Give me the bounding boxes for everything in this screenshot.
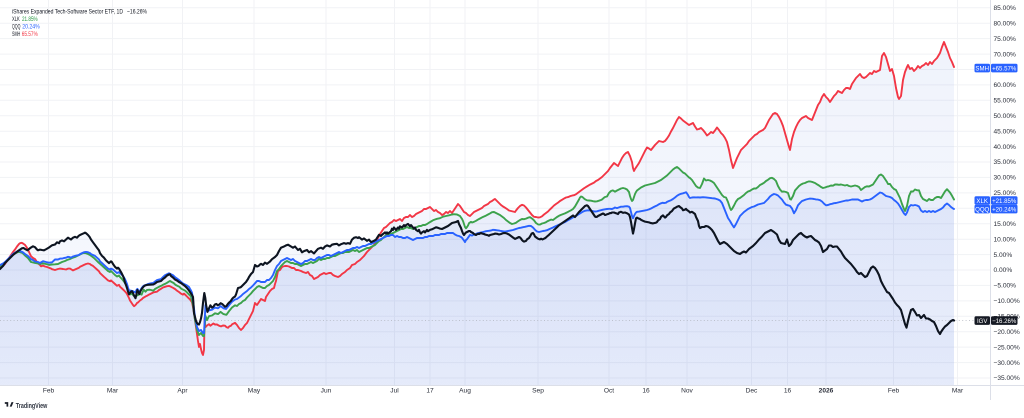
- svg-text:75.00%: 75.00%: [994, 36, 1017, 43]
- svg-text:+21.85%: +21.85%: [992, 198, 1017, 205]
- svg-text:15.00%: 15.00%: [994, 221, 1017, 228]
- svg-text:−16.26%: −16.26%: [992, 318, 1017, 325]
- svg-text:85.00%: 85.00%: [994, 5, 1017, 12]
- svg-text:Apr: Apr: [177, 388, 188, 395]
- svg-text:May: May: [248, 388, 261, 395]
- svg-text:17: 17: [426, 388, 434, 395]
- svg-text:Aug: Aug: [459, 388, 471, 395]
- svg-text:10.00%: 10.00%: [994, 236, 1017, 243]
- svg-text:35.00%: 35.00%: [994, 159, 1017, 166]
- svg-text:−10.00%: −10.00%: [994, 298, 1020, 305]
- svg-text:Nov: Nov: [681, 388, 693, 395]
- svg-text:65.57%: 65.57%: [22, 31, 38, 38]
- svg-text:−20.00%: −20.00%: [994, 329, 1020, 336]
- svg-text:20.24%: 20.24%: [22, 24, 40, 31]
- svg-text:25.00%: 25.00%: [994, 190, 1017, 197]
- svg-text:−5.00%: −5.00%: [994, 283, 1017, 290]
- svg-text:+65.57%: +65.57%: [992, 65, 1017, 72]
- svg-text:−25.00%: −25.00%: [994, 344, 1020, 351]
- svg-text:+20.24%: +20.24%: [992, 206, 1017, 213]
- svg-text:TradingView: TradingView: [16, 403, 48, 410]
- svg-text:Mar: Mar: [952, 388, 964, 395]
- svg-text:70.00%: 70.00%: [994, 51, 1017, 58]
- svg-text:iShares Expanded Tech-Software: iShares Expanded Tech-Software Sector ET…: [12, 9, 123, 16]
- svg-text:50.00%: 50.00%: [994, 113, 1017, 120]
- svg-text:40.00%: 40.00%: [994, 144, 1017, 151]
- svg-text:Feb: Feb: [43, 388, 55, 395]
- svg-text:SMH: SMH: [12, 31, 20, 38]
- svg-text:−30.00%: −30.00%: [994, 360, 1020, 367]
- svg-text:QQQ: QQQ: [975, 206, 989, 213]
- svg-text:16: 16: [784, 388, 792, 395]
- svg-text:−16.26%: −16.26%: [127, 9, 147, 16]
- svg-text:2026: 2026: [819, 388, 834, 395]
- svg-text:16: 16: [642, 388, 650, 395]
- svg-text:Sep: Sep: [532, 388, 544, 395]
- svg-text:−35.00%: −35.00%: [994, 375, 1020, 382]
- svg-text:IGV: IGV: [977, 318, 988, 325]
- svg-text:80.00%: 80.00%: [994, 20, 1017, 27]
- svg-text:60.00%: 60.00%: [994, 82, 1017, 89]
- svg-text:XLK: XLK: [12, 16, 20, 23]
- svg-text:5.00%: 5.00%: [994, 252, 1013, 259]
- svg-text:QQQ: QQQ: [12, 24, 20, 31]
- svg-text:SMH: SMH: [975, 65, 989, 72]
- svg-text:45.00%: 45.00%: [994, 128, 1017, 135]
- svg-text:Mar: Mar: [107, 388, 119, 395]
- svg-text:Jun: Jun: [321, 388, 332, 395]
- svg-text:21.85%: 21.85%: [22, 16, 38, 23]
- svg-text:55.00%: 55.00%: [994, 98, 1017, 105]
- svg-text:Jul: Jul: [390, 388, 399, 395]
- svg-text:XLK: XLK: [976, 198, 988, 205]
- svg-text:30.00%: 30.00%: [994, 175, 1017, 182]
- svg-text:Feb: Feb: [888, 388, 900, 395]
- svg-text:Oct: Oct: [604, 388, 614, 395]
- svg-text:0.00%: 0.00%: [994, 267, 1013, 274]
- svg-text:Dec: Dec: [746, 388, 758, 395]
